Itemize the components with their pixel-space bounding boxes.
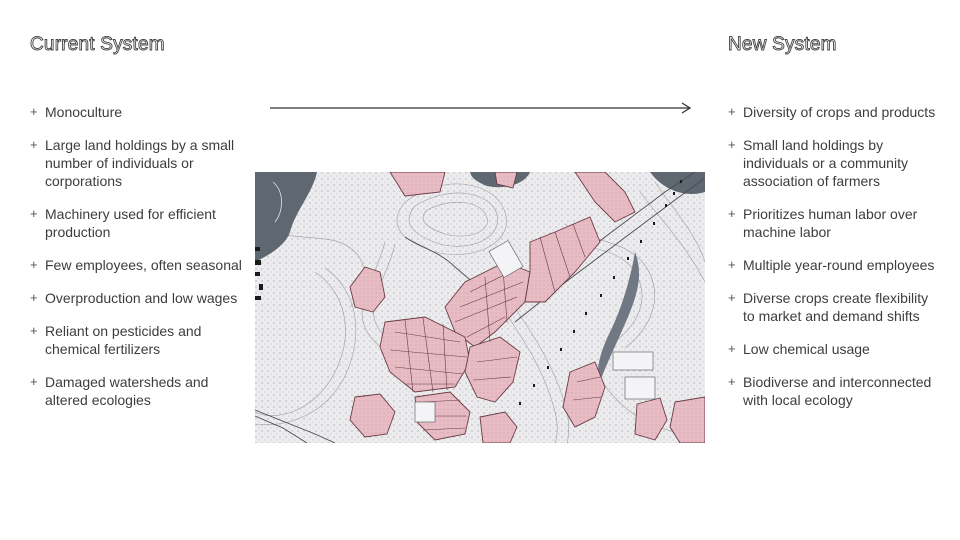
list-item: Monoculture xyxy=(30,103,245,121)
list-item: Overproduction and low wages xyxy=(30,289,245,307)
current-system-title: Current System xyxy=(30,34,165,56)
list-item: Damaged watersheds and altered ecologies xyxy=(30,373,245,409)
list-item: Diverse crops create flexibility to mark… xyxy=(728,289,943,325)
list-item: Large land holdings by a small number of… xyxy=(30,136,245,190)
list-item: Diversity of crops and products xyxy=(728,103,943,121)
list-item: Small land holdings by individuals or a … xyxy=(728,136,943,190)
new-system-title: New System xyxy=(728,34,837,56)
list-item: Few employees, often seasonal xyxy=(30,256,245,274)
right-arrow-icon xyxy=(270,102,692,114)
current-system-list: Monoculture Large land holdings by a sma… xyxy=(30,103,245,409)
list-item: Low chemical usage xyxy=(728,340,943,358)
new-system-list: Diversity of crops and products Small la… xyxy=(728,103,943,409)
list-item: Prioritizes human labor over machine lab… xyxy=(728,205,943,241)
land-map-illustration xyxy=(255,172,705,443)
list-item: Multiple year-round employees xyxy=(728,256,943,274)
list-item: Reliant on pesticides and chemical ferti… xyxy=(30,322,245,358)
list-item: Biodiverse and interconnected with local… xyxy=(728,373,943,409)
list-item: Machinery used for efficient production xyxy=(30,205,245,241)
